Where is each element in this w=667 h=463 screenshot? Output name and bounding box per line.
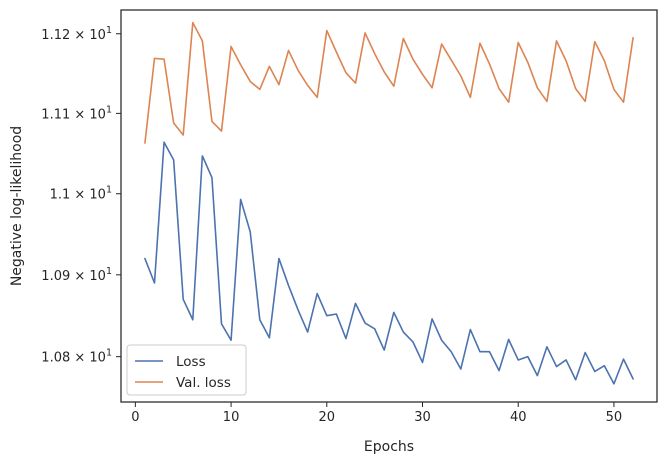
x-tick-label: 20 — [319, 410, 336, 425]
x-axis-label: Epochs — [364, 439, 414, 455]
legend: Loss Val. loss — [126, 344, 247, 396]
y-tick-label: 1.1 × 101 — [50, 185, 112, 203]
y-tick-label: 1.09 × 101 — [41, 266, 112, 284]
y-tick-label: 1.12 × 101 — [41, 25, 112, 43]
y-tick-label: 1.11 × 101 — [41, 104, 112, 122]
legend-label-loss: Loss — [176, 354, 206, 370]
y-axis-label: Negative log-likelihood — [9, 126, 25, 286]
x-tick-label: 40 — [510, 410, 527, 425]
x-tick-label: 10 — [223, 410, 240, 425]
series-lines — [144, 21, 634, 385]
legend-label-val-loss: Val. loss — [176, 375, 231, 391]
series-line-val-loss — [144, 21, 634, 144]
y-axis-ticks: 1.08 × 101 1.09 × 101 1.1 × 101 1.11 × 101 1… — [41, 25, 121, 366]
x-axis-ticks: 0 10 20 30 40 50 — [131, 402, 622, 425]
x-tick-label: 0 — [131, 410, 139, 425]
plot-frame — [120, 9, 658, 403]
x-tick-label: 30 — [414, 410, 431, 425]
series-line-loss — [144, 141, 634, 385]
y-tick-label: 1.08 × 101 — [41, 348, 112, 366]
x-tick-label: 50 — [606, 410, 623, 425]
